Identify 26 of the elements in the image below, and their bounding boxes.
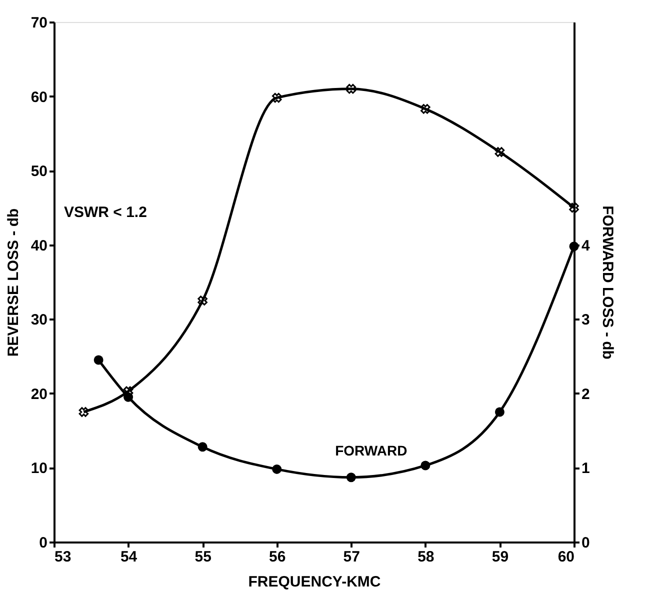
y-tick-label: 20: [30, 386, 48, 403]
y-tick-label: 10: [30, 460, 48, 478]
y-axis-title: REVERSE LOSS - db: [4, 208, 22, 357]
y2-axis-title: FORWARD LOSS - db: [598, 206, 616, 360]
y-tick-label: 0: [39, 534, 48, 552]
y2-tick-label: 3: [582, 312, 590, 329]
y-tick-label: 40: [30, 237, 48, 254]
y-tick-label: 30: [30, 312, 48, 329]
x-tick-label: 59: [492, 548, 509, 566]
y2-tick-label: 4: [582, 237, 590, 254]
y2-tick-label: 1: [582, 460, 590, 478]
series-label: FORWARD: [335, 442, 408, 458]
x-tick-label: 58: [418, 548, 434, 566]
y-tick-label: 50: [30, 163, 48, 180]
annotation: VSWR < 1.2: [64, 204, 147, 221]
y2-tick-label: 0: [582, 534, 590, 552]
x-tick-label: 53: [54, 548, 72, 566]
x-tick-label: 55: [194, 548, 212, 566]
x-tick-label: 54: [120, 548, 138, 566]
x-tick-label: 56: [269, 548, 286, 566]
y-tick-label: 60: [30, 88, 48, 106]
x-tick-label: 60: [558, 548, 574, 566]
y2-tick-label: 2: [582, 386, 590, 403]
y-tick-label: 70: [30, 14, 48, 32]
x-tick-label: 57: [343, 548, 360, 566]
x-axis-title: FREQUENCY-KMC: [248, 574, 381, 590]
